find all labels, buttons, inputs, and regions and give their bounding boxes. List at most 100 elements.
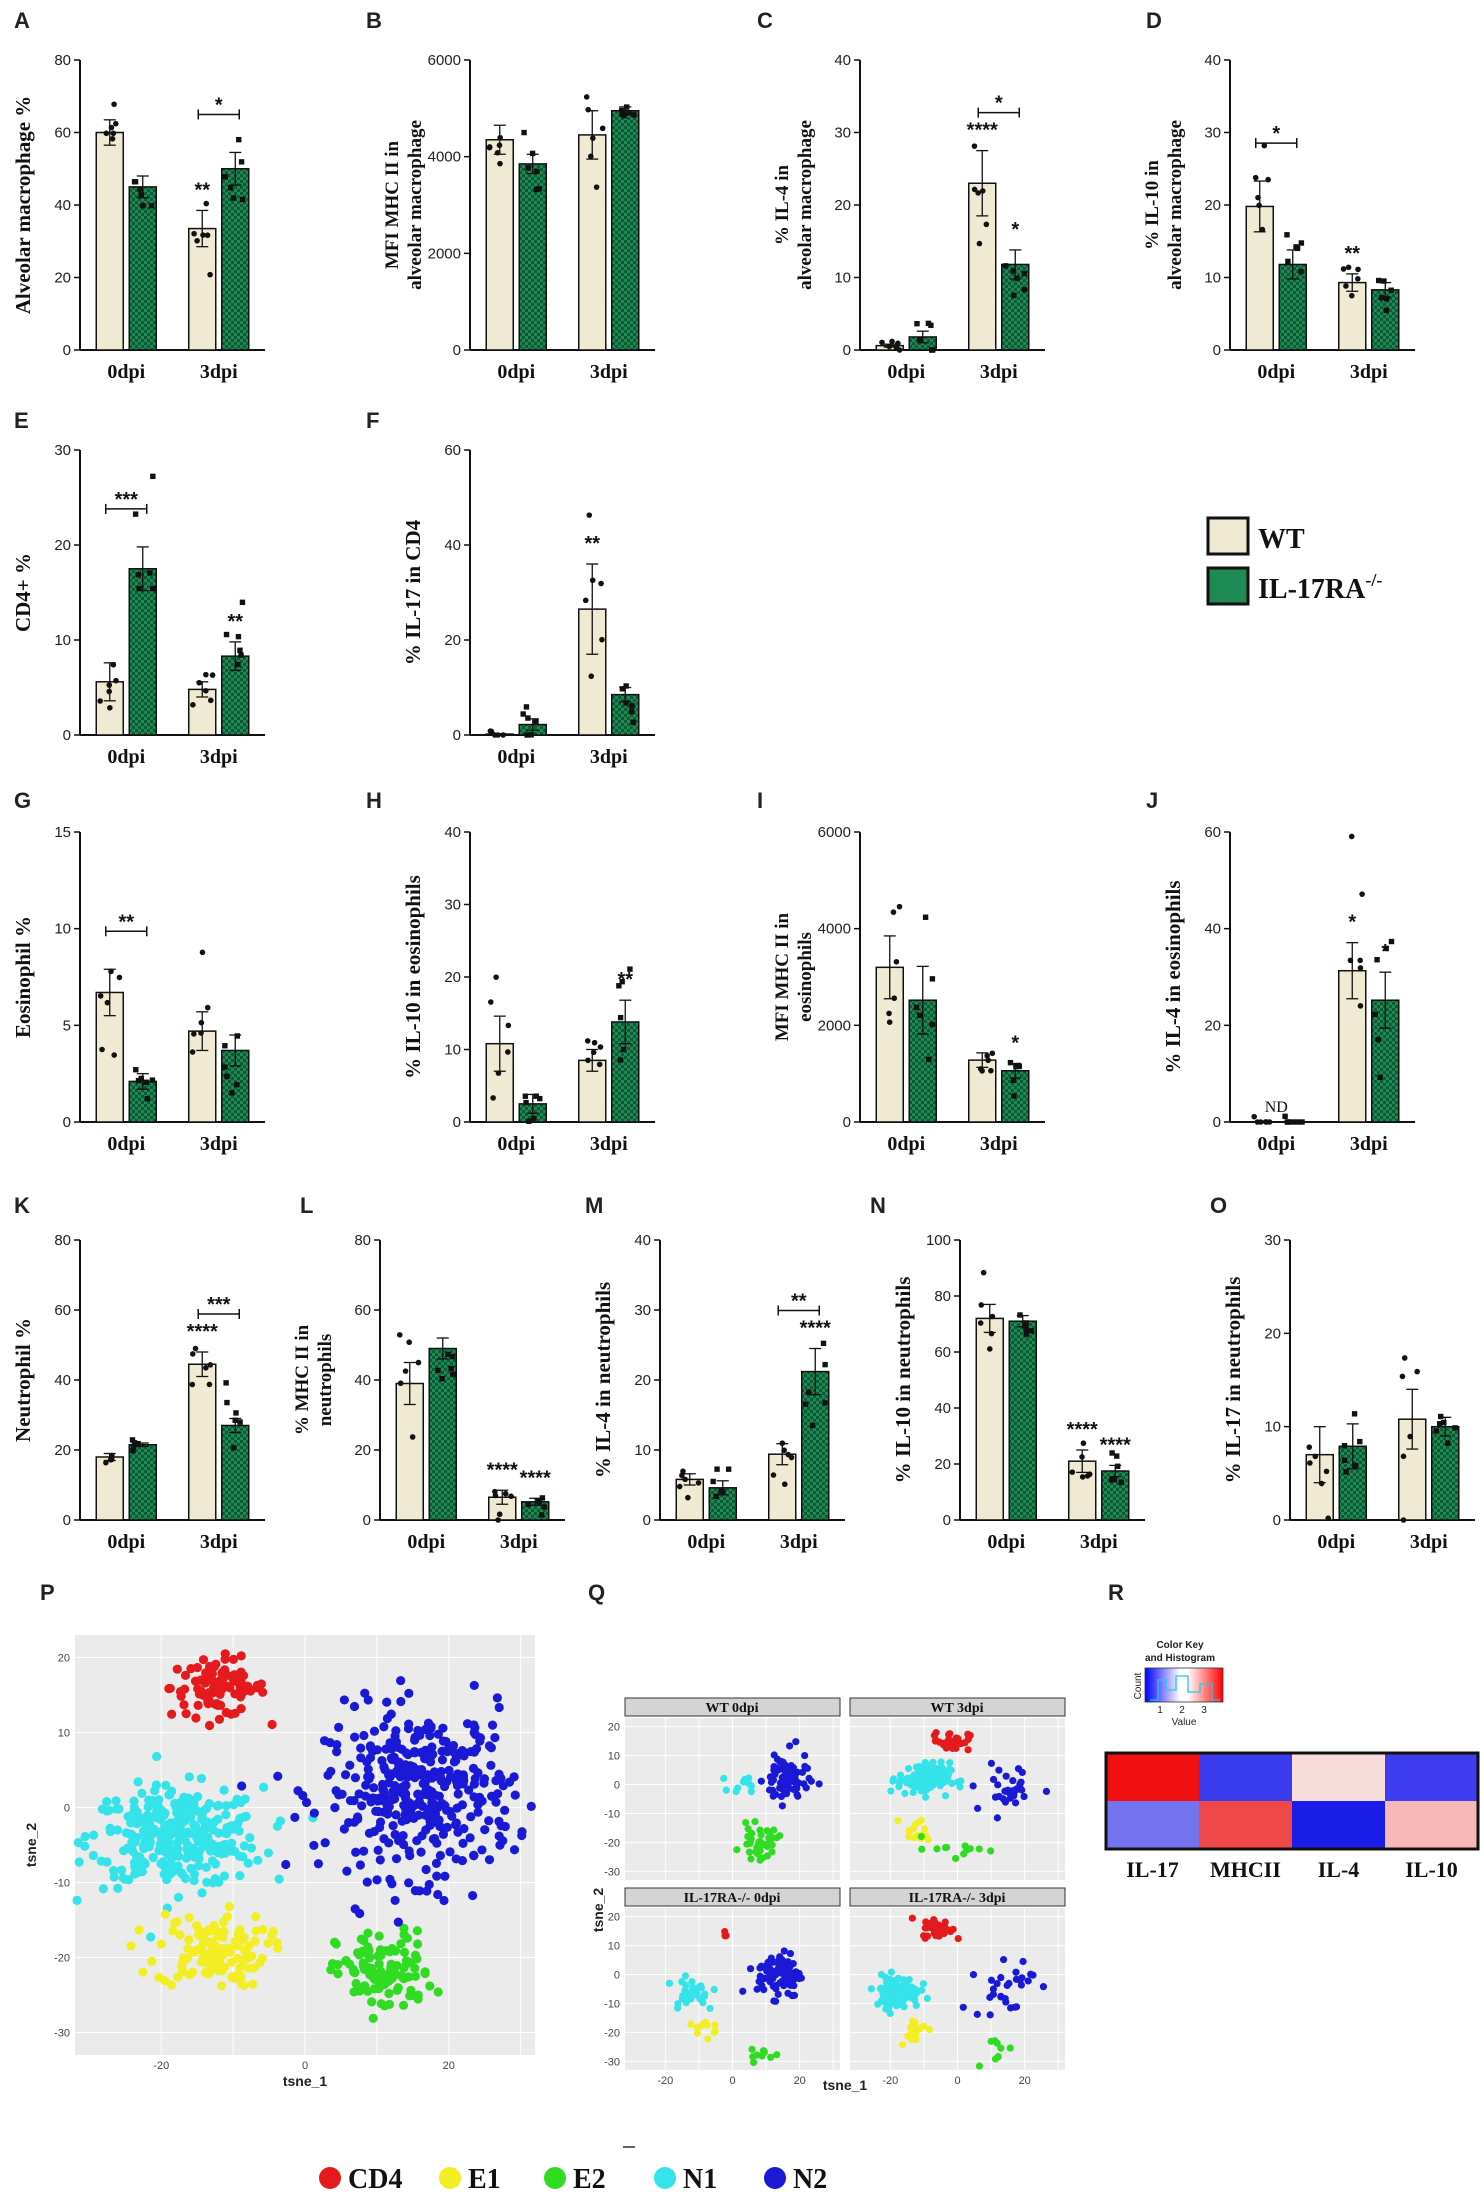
heatmap-cell: [1106, 1801, 1199, 1849]
x-category-label: 3dpi: [1080, 1531, 1118, 1553]
data-point: [1298, 268, 1304, 275]
tsne-point-n1: [184, 1772, 194, 1782]
data-point: [198, 1019, 205, 1026]
data-point: [893, 958, 900, 965]
data-point: [977, 1320, 984, 1326]
y-axis-label-line: % IL-10 in eosinophils: [401, 875, 425, 1079]
tsne-point-n2: [351, 1847, 361, 1857]
data-point: [223, 631, 230, 638]
tsne-point-n2: [344, 1817, 354, 1828]
tsne-point-n1: [919, 1980, 928, 1988]
sig-label: *: [1348, 912, 1356, 934]
tsne-point-n2: [764, 1974, 772, 1982]
y-tick-label: 4000: [818, 921, 851, 938]
tsne-point-e2: [351, 1978, 361, 1989]
tsne-point-n1: [112, 1804, 122, 1814]
chart-panel-B: B 0 2000 4000 6000 MFI MHC II in alveolar macr…: [366, 8, 655, 383]
chart-panel-A: A 0 20 40 60 80 Alveolar macrophage % 0dpi 3dpi *…: [11, 8, 265, 383]
data-point: [1109, 1450, 1115, 1456]
tsne-point-n1: [176, 1867, 186, 1878]
tsne-point-e1: [921, 1825, 929, 1833]
tsne-point-n2: [440, 1871, 450, 1881]
data-point: [222, 1064, 228, 1070]
tsne-point-e2: [398, 2000, 409, 2010]
tsne-point-e2: [410, 1971, 421, 1981]
data-point: [239, 599, 246, 606]
tsne-point-n2: [764, 1958, 772, 1966]
data-point: [1108, 1477, 1115, 1483]
data-point: [1323, 1468, 1330, 1475]
tsne-point-e2: [396, 1939, 406, 1949]
x-category-label: 0dpi: [1257, 361, 1295, 383]
tsne-point-n1: [111, 1796, 121, 1806]
bar-ko-0dpi: [518, 163, 547, 351]
data-point: [985, 1057, 991, 1064]
sig-label: ****: [1067, 1419, 1098, 1441]
tsne-point-n2: [739, 1987, 747, 1995]
tsne-point-n2: [1002, 1772, 1010, 1780]
x-category-label: 3dpi: [980, 361, 1018, 383]
data-point: [713, 1493, 719, 1500]
data-point: [110, 130, 117, 137]
y-axis-label-line: % IL-10 in neutrophils: [891, 1277, 915, 1484]
data-point: [541, 1504, 547, 1510]
tsne-point-e1: [913, 2026, 921, 2035]
data-point: [1341, 1443, 1348, 1449]
y-tick-label: 10: [834, 270, 851, 287]
facet-title: IL-17RA-/- 3dpi: [909, 1891, 1006, 1906]
y-tick-label: 20: [608, 1722, 620, 1734]
tsne-point-n2: [989, 1775, 998, 1784]
data-point: [1383, 307, 1390, 314]
tsne-point-n1: [272, 1821, 283, 1831]
data-point: [150, 585, 156, 592]
y-tick-label: 0: [1213, 342, 1221, 359]
sig-label: **: [1344, 243, 1360, 265]
data-point: [1307, 1460, 1313, 1466]
tsne-point-e1: [925, 2025, 933, 2034]
tsne-point-cd4: [949, 1744, 957, 1753]
tsne-point-n1: [121, 1828, 131, 1838]
tsne-point-cd4: [176, 1691, 186, 1701]
y-tick-label: 0: [63, 727, 71, 744]
y-tick-label: 30: [444, 897, 461, 914]
tsne-point-cd4: [941, 1924, 949, 1932]
data-point: [1388, 938, 1395, 945]
data-point: [916, 336, 923, 342]
data-point: [1414, 1368, 1420, 1375]
tsne-point-e2: [333, 1969, 343, 1979]
data-point: [988, 1067, 994, 1074]
tsne-point-n1: [234, 1851, 245, 1861]
tsne-point-n1: [699, 1999, 707, 2007]
tsne-point-e2: [413, 1990, 423, 2000]
data-point: [590, 135, 596, 141]
data-point: [597, 1044, 604, 1050]
tsne-point-e1: [224, 1901, 234, 1912]
tsne-point-n2: [430, 1833, 440, 1844]
tsne-point-n2: [340, 1770, 351, 1780]
tsne-point-n2: [1005, 1979, 1013, 1987]
tsne-point-n1: [253, 1855, 263, 1865]
tsne-point-n2: [371, 1806, 381, 1816]
data-point: [1378, 294, 1385, 301]
x-category-label: 3dpi: [590, 746, 628, 768]
chart-panel-I: I 0 2000 4000 6000 MFI MHC II in eosinophils 0d…: [757, 788, 1045, 1155]
data-point: [106, 688, 112, 695]
y-tick-label: 5: [63, 1017, 71, 1034]
data-point: [487, 728, 494, 734]
sig-label: ****: [1100, 1434, 1131, 1456]
tsne-point-n1: [274, 1874, 284, 1884]
tsne-point-cd4: [204, 1720, 215, 1731]
tsne-point-n1: [918, 1986, 926, 1994]
data-point: [227, 185, 234, 191]
y-tick-label: 30: [834, 125, 851, 142]
y-axis-label: % IL-10 in alveolar macrophage: [1142, 120, 1186, 290]
tsne-point-n2: [290, 1812, 300, 1823]
y-tick-label: 40: [354, 1372, 371, 1389]
tsne-point-n2: [449, 1747, 459, 1758]
tsne-point-n1: [747, 1788, 755, 1796]
data-point: [1374, 956, 1380, 963]
tsne-point-n2: [237, 1781, 247, 1791]
y-tick-label: 10: [54, 921, 71, 938]
tsne-point-e1: [924, 1835, 932, 1844]
